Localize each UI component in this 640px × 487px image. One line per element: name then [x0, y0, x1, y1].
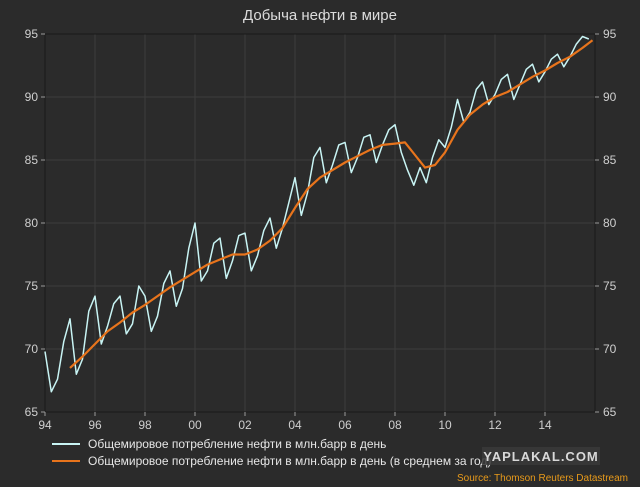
chart-title: Добыча нефти в мире [243, 7, 397, 24]
y-tick-label: 65 [25, 405, 39, 419]
series-lines [44, 35, 594, 393]
y-tick-label-right: 85 [603, 153, 617, 167]
y-axis-left: 65 70 75 80 85 90 95 [25, 27, 45, 419]
x-tick-label: 12 [488, 418, 502, 432]
x-tick-label: 02 [238, 418, 252, 432]
series-line-average [69, 39, 594, 369]
y-tick-label-right: 80 [603, 216, 617, 230]
y-tick-label-right: 90 [603, 90, 617, 104]
x-tick-label: 94 [38, 418, 52, 432]
watermark-text: YAPLAKAL.COM [483, 449, 599, 464]
series-line-monthly [44, 35, 590, 393]
x-tick-label: 06 [338, 418, 352, 432]
y-tick-label: 80 [25, 216, 39, 230]
y-tick-label: 75 [25, 279, 39, 293]
x-tick-label: 14 [538, 418, 552, 432]
y-tick-label: 90 [25, 90, 39, 104]
x-tick-label: 00 [188, 418, 202, 432]
y-tick-label-right: 65 [603, 405, 617, 419]
x-tick-label: 08 [388, 418, 402, 432]
y-axis-right: 65 70 75 80 85 90 95 [595, 27, 617, 419]
x-tick-label: 10 [438, 418, 452, 432]
x-tick-label: 04 [288, 418, 302, 432]
y-tick-label: 95 [25, 27, 39, 41]
y-tick-label: 85 [25, 153, 39, 167]
watermark: YAPLAKAL.COM [482, 447, 600, 465]
legend: Общемировое потребление нефти в млн.барр… [52, 437, 491, 468]
x-axis: 94 96 98 00 02 04 06 08 10 12 14 [38, 412, 552, 432]
y-tick-label: 70 [25, 342, 39, 356]
legend-label-monthly: Общемировое потребление нефти в млн.барр… [88, 437, 386, 451]
y-tick-label-right: 75 [603, 279, 617, 293]
x-tick-label: 98 [138, 418, 152, 432]
legend-label-average: Общемировое потребление нефти в млн.барр… [88, 454, 491, 468]
source-note: Source: Thomson Reuters Datastream [457, 473, 628, 484]
y-tick-label-right: 95 [603, 27, 617, 41]
y-tick-label-right: 70 [603, 342, 617, 356]
x-tick-label: 96 [88, 418, 102, 432]
gridlines [44, 33, 595, 413]
